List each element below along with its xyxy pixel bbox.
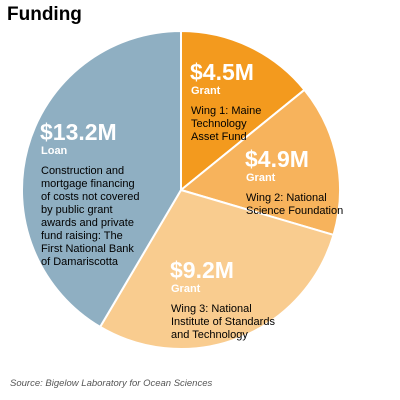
slice-amount-label: $13.2M	[40, 119, 117, 145]
slice-type-label: Grant	[171, 283, 201, 295]
slice-description-line: Technology	[191, 118, 247, 130]
slice-description-line: of Damariscotta	[41, 256, 119, 268]
slice-description-line: Wing 2: National	[246, 192, 327, 204]
slice-description-line: awards and private	[41, 217, 134, 229]
slice-description-line: and Technology	[171, 329, 248, 341]
slice-amount-label: $9.2M	[170, 257, 234, 283]
slice-description-line: Construction and	[41, 165, 124, 177]
slice-amount-label: $4.5M	[190, 59, 254, 85]
slice-type-label: Grant	[191, 85, 221, 97]
slice-description-line: fund raising: The	[41, 230, 123, 242]
slice-type-label: Loan	[41, 145, 68, 157]
pie-slice	[20, 29, 182, 329]
slice-description-line: First National Bank	[41, 243, 134, 255]
slice-description-line: mortgage financing	[41, 178, 135, 190]
slice-description-line: by public grant	[41, 204, 113, 216]
slice-amount-label: $4.9M	[245, 146, 309, 172]
source-note: Source: Bigelow Laboratory for Ocean Sci…	[10, 378, 213, 389]
pie-slice	[180, 29, 306, 193]
slice-description-line: Wing 1: Maine	[191, 105, 261, 117]
slice-type-label: Grant	[246, 172, 276, 184]
slice-description-line: Science Foundation	[246, 205, 343, 217]
slice-description-line: of costs not covered	[41, 191, 139, 203]
slice-description-line: Institute of Standards	[171, 316, 275, 328]
pie-slice	[178, 88, 341, 237]
chart-title: Funding	[7, 4, 82, 25]
slice-description-line: Wing 3: National	[171, 303, 252, 315]
slice-description-line: Asset Fund	[191, 131, 247, 143]
